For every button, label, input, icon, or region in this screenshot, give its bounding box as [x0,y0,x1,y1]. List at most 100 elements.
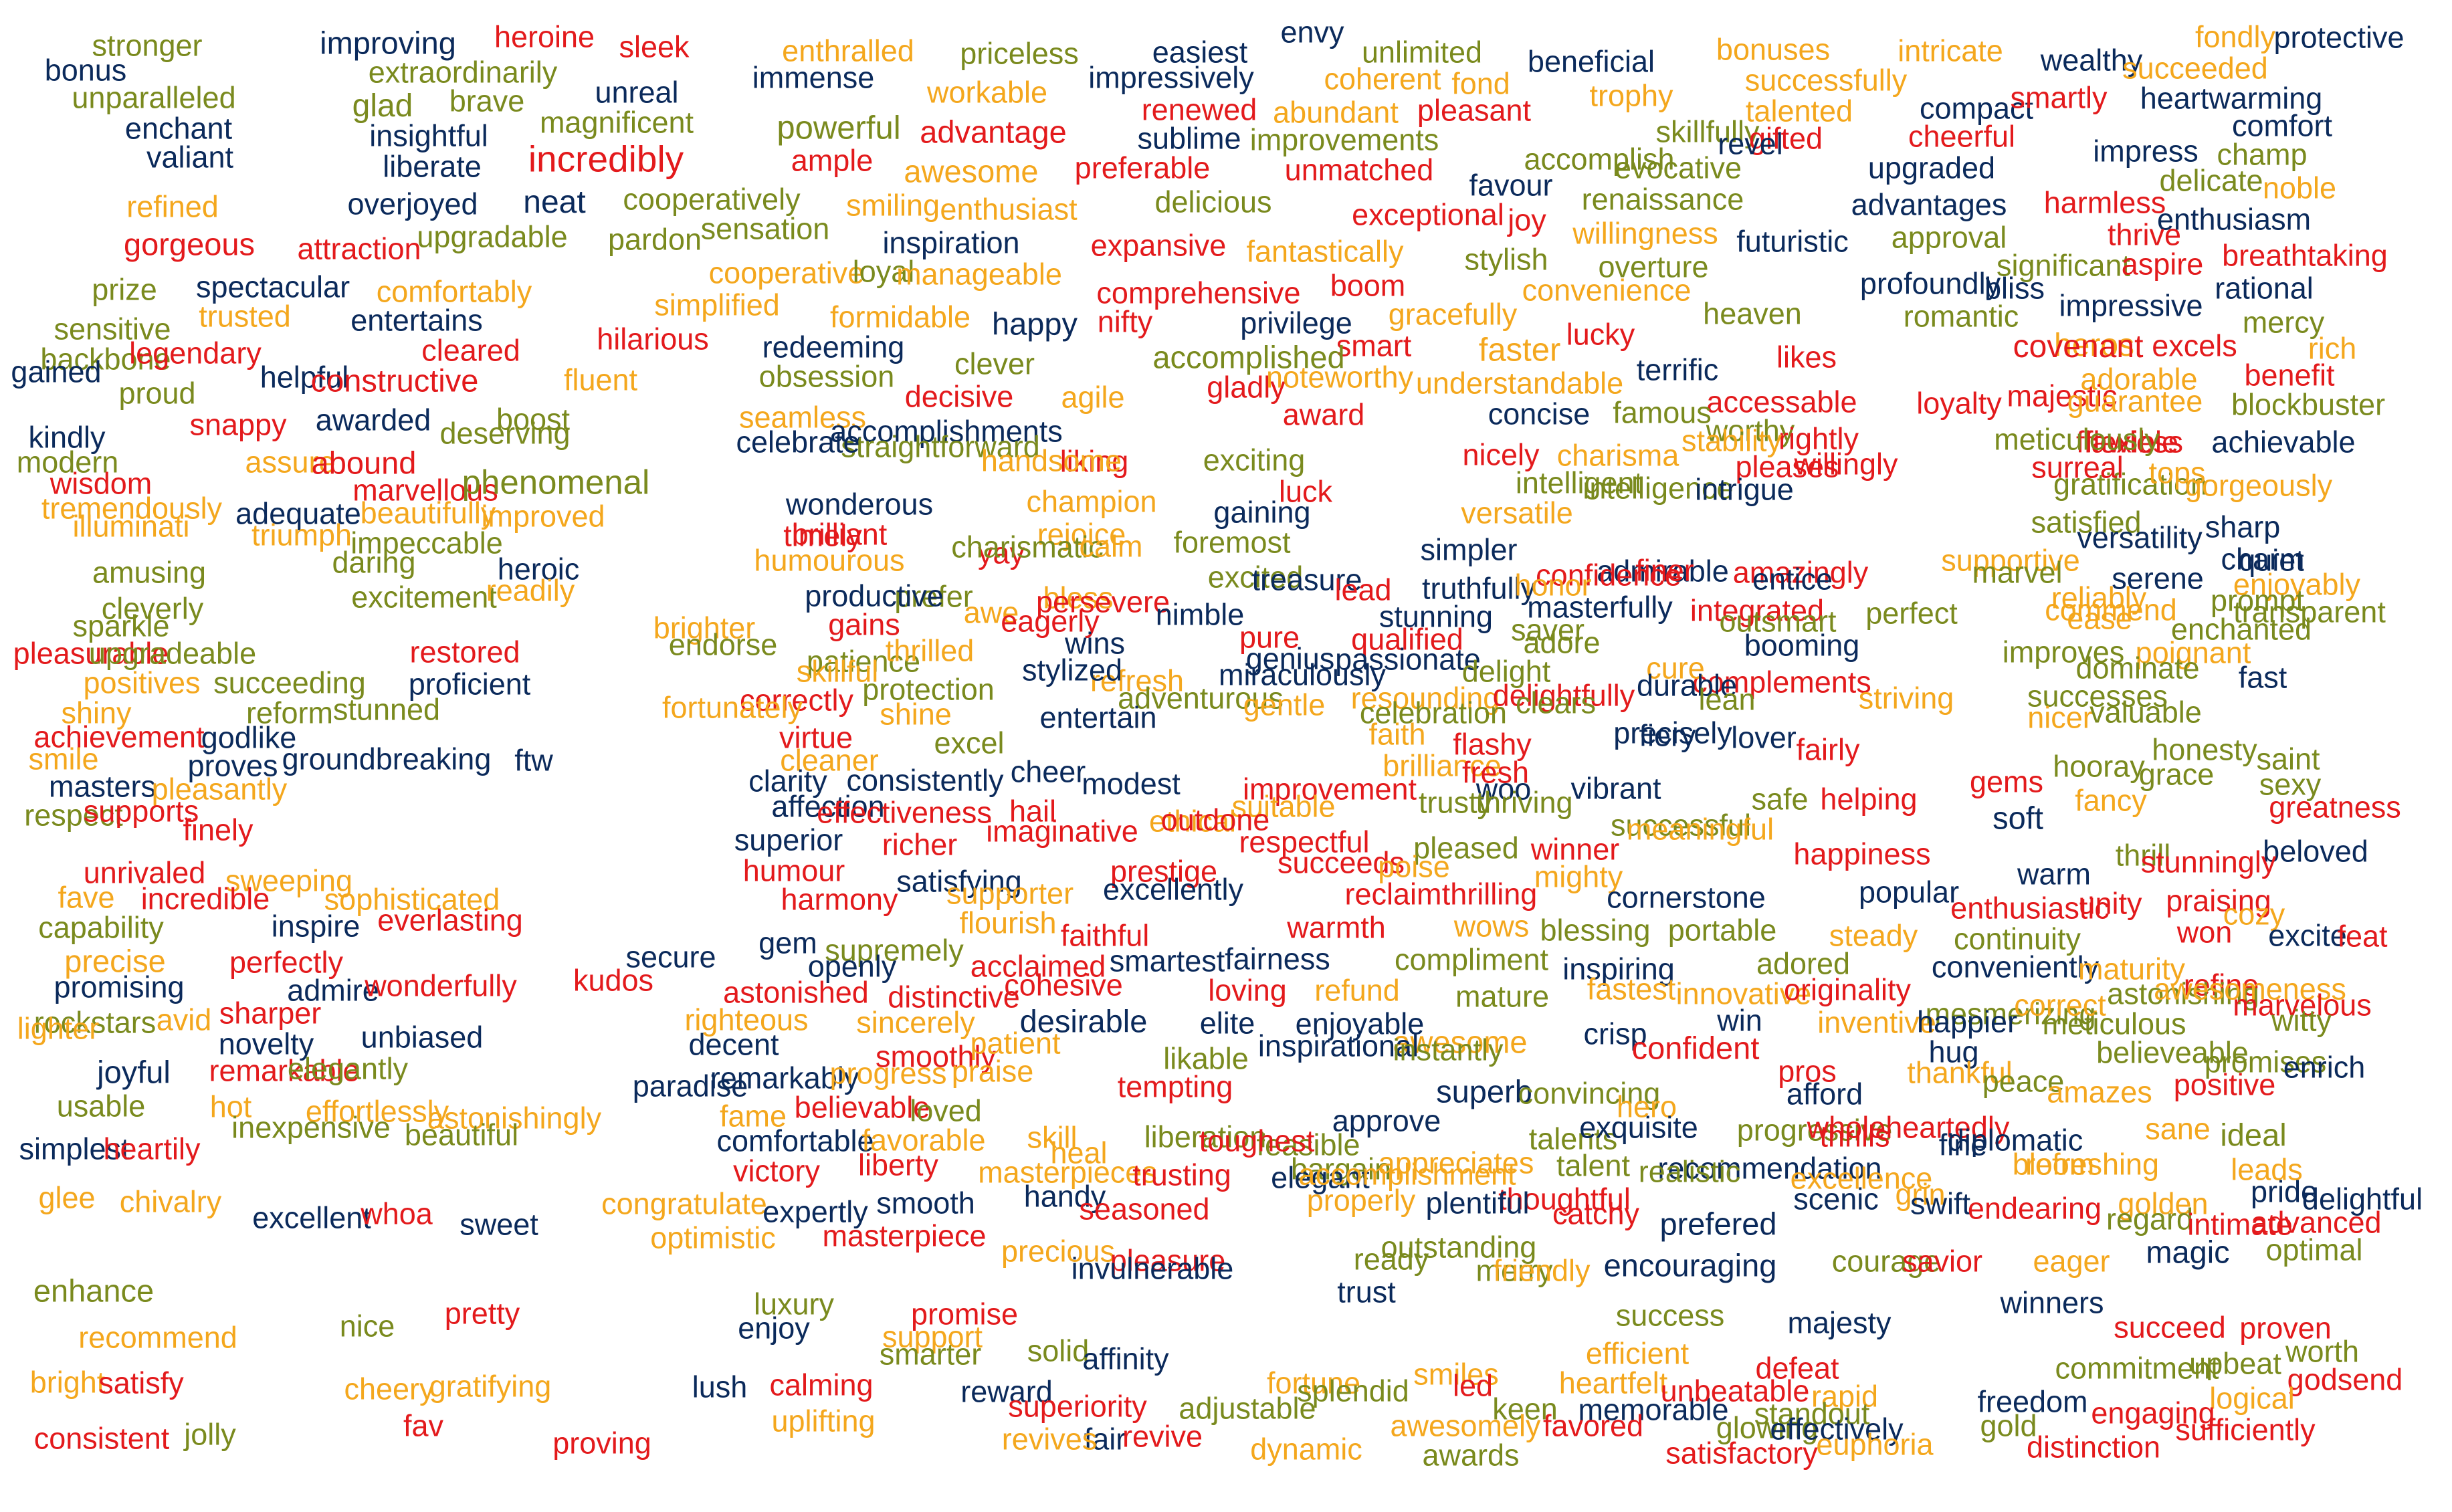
word-kudos: kudos [573,963,654,998]
word-restored: restored [409,635,520,669]
word-scenic: scenic [1793,1182,1879,1216]
word-gracefully: gracefully [1388,297,1518,332]
word-qualified: qualified [1351,622,1463,657]
word-astonished: astonished [723,975,869,1010]
word-reward: reward [960,1374,1053,1409]
word-improved: improved [481,499,605,534]
word-trophy: trophy [1589,78,1673,113]
word-greatness: greatness [2269,790,2401,825]
word-privilege: privilege [1240,306,1352,340]
word-helpful: helpful [260,360,349,395]
word-supremely: supremely [825,933,964,968]
word-rejoice: rejoice [1037,517,1126,552]
word-intelligent: intelligent [1515,465,1643,500]
word-poise: poise [1378,849,1450,884]
word-afford: afford [1786,1077,1863,1111]
word-dynamic: dynamic [1250,1432,1362,1467]
word-poignant: poignant [2135,635,2251,670]
word-fluent: fluent [563,362,638,397]
word-progress: progress [829,1056,947,1091]
word-passionate: passionate [1335,642,1481,677]
word-improvements: improvements [1249,122,1439,157]
word-sublime: sublime [1137,121,1241,156]
word-improves: improves [2002,635,2125,669]
word-masterpieces: masterpieces [978,1155,1157,1190]
word-noble: noble [2262,171,2337,205]
word-refresh: refresh [1090,663,1185,698]
word-redeeming: redeeming [762,330,905,364]
word-celebration: celebration [1359,695,1508,730]
word-daring: daring [332,545,416,580]
word-consistent: consistent [33,1421,170,1456]
word-winners: winners [2000,1285,2104,1320]
word-finer: finer [1635,553,1694,588]
word-stunningly: stunningly [2140,845,2277,879]
word-elegant: elegant [1271,1160,1370,1195]
word-accessable: accessable [1706,385,1857,419]
word-honor: honor [1514,568,1592,603]
word-safe: safe [1751,782,1809,817]
word-fair: fair [1084,1422,1126,1456]
word-adventurous: adventurous [1118,681,1284,716]
word-loving: loving [1208,973,1287,1008]
word-advantage: advantage [920,114,1067,150]
word-tops: tops [2148,455,2206,490]
word-efficient: efficient [1585,1336,1690,1371]
word-steady: steady [1829,918,1918,953]
word-endearing: endearing [1967,1191,2102,1226]
word-saint: saint [2256,742,2320,776]
word-inexpensive: inexpensive [231,1110,391,1145]
word-awarded: awarded [315,403,431,437]
word-praise: praise [951,1054,1034,1089]
word-bright: bright [29,1365,106,1400]
word-succeeds: succeeds [1277,845,1405,880]
word-precise: precise [64,943,166,979]
word-soft: soft [1993,800,2043,836]
word-conveniently: conveniently [1931,950,2100,984]
word-intelligence: intelligence [1582,471,1734,506]
word-fairness: fairness [1225,942,1330,976]
word-humour: humour [742,853,845,888]
word-witty: witty [2271,1003,2332,1038]
word-imaginative: imaginative [986,814,1138,849]
word-happy: happy [991,306,1078,342]
word-thrilled: thrilled [885,633,975,668]
word-evocative: evocative [1614,150,1742,185]
word-superb: superb [1436,1073,1532,1109]
word-tempting: tempting [1117,1069,1233,1104]
word-delicious: delicious [1154,185,1272,219]
word-faster: faster [1478,332,1561,368]
word-futuristic: futuristic [1736,224,1849,259]
word-gorgeous: gorgeous [124,226,255,262]
word-hooray: hooray [2053,749,2145,784]
word-patient: patient [970,1026,1061,1061]
word-willingness: willingness [1572,216,1718,251]
word-approve: approve [1332,1103,1441,1138]
word-enhance: enhance [33,1273,155,1309]
word-modern: modern [16,445,119,479]
word-protection: protection [862,672,995,707]
word-fave: fave [58,880,115,915]
word-finely: finely [183,813,253,847]
word-compact: compact [1919,91,2034,126]
word-quiet: quiet [2239,543,2304,578]
word-stronger: stronger [92,28,203,63]
word-delightful: delightful [2302,1182,2423,1216]
word-rational: rational [2215,271,2314,306]
word-marvellous: marvellous [352,473,498,508]
word-leads: leads [2231,1152,2303,1187]
word-effectively: effectively [1770,1412,1904,1446]
word-maturity: maturity [2077,952,2186,986]
word-eagerly: eagerly [1001,604,1100,639]
word-unlimited: unlimited [1361,35,1483,70]
word-standout: standout [1754,1396,1870,1431]
word-righteous: righteous [684,1002,809,1037]
word-enthusiastic: enthusiastic [1950,891,2110,926]
word-heaven: heaven [1703,296,1802,331]
word-inventive: inventive [1817,1005,1936,1040]
word-perfectly: perfectly [229,945,344,980]
word-excels: excels [2152,328,2237,363]
word-integrated: integrated [1690,593,1825,628]
word-yay: yay [977,536,1025,570]
word-progressive: progressive [1736,1113,1893,1148]
